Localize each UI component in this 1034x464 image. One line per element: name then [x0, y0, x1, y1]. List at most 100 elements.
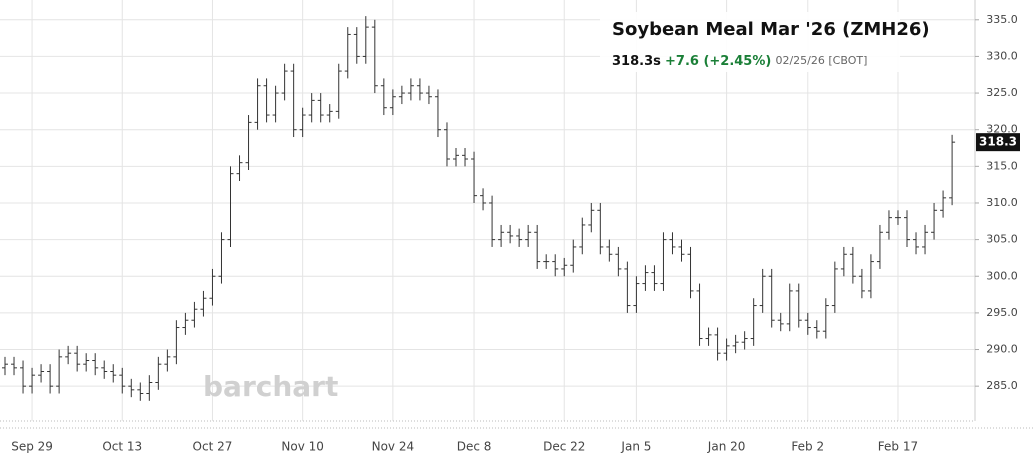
ohlc-bar [137, 382, 144, 401]
x-tick-label: Nov 10 [281, 440, 324, 454]
ohlc-bar [281, 63, 288, 101]
ohlc-bar [651, 265, 658, 291]
y-tick-label: 315.0 [986, 159, 1018, 172]
ohlc-bar [11, 356, 18, 376]
ohlc-bar [471, 151, 478, 203]
ohlc-bar [182, 312, 189, 335]
ohlc-bar [525, 224, 532, 247]
ohlc-bar [570, 239, 577, 273]
ohlc-bar [299, 107, 306, 138]
ohlc-bar [462, 148, 469, 167]
ohlc-bar [642, 265, 649, 291]
ohlc-bar [83, 353, 90, 372]
quote-line: 318.3s +7.6 (+2.45%) 02/25/26 [CBOT] [612, 54, 867, 69]
ohlc-bar [687, 246, 694, 299]
ohlc-bar [489, 195, 496, 247]
ohlc-bar [29, 367, 36, 394]
ohlc-bar [597, 202, 604, 255]
ohlc-bar [272, 85, 279, 123]
ohlc-bar [615, 246, 622, 277]
ohlc-bar [822, 298, 829, 339]
ohlc-bar [885, 210, 892, 240]
y-tick-label: 300.0 [986, 269, 1018, 282]
ohlc-bar [579, 217, 586, 255]
ohlc-bar [804, 312, 811, 335]
ohlc-bar [714, 327, 721, 361]
ohlc-bar [795, 283, 802, 328]
x-tick-label: Sep 29 [11, 440, 53, 454]
ohlc-bar [56, 349, 63, 394]
ohlc-bar [624, 261, 631, 313]
ohlc-bar [326, 104, 333, 123]
y-tick-label: 295.0 [986, 306, 1018, 319]
ohlc-bar [200, 290, 207, 317]
ohlc-bar [317, 93, 324, 123]
y-tick-label: 290.0 [986, 343, 1018, 356]
ohlc-bar [218, 232, 225, 284]
ohlc-bar [678, 239, 685, 262]
ohlc-bar [813, 320, 820, 339]
ohlc-bar [47, 364, 54, 394]
ohlc-bar [507, 224, 514, 244]
ohlc-bar [786, 283, 793, 332]
y-tick-label: 305.0 [986, 233, 1018, 246]
ohlc-bar [38, 364, 45, 383]
ohlc-bar [543, 254, 550, 269]
ohlc-bar [660, 232, 667, 291]
ohlc-bar [290, 63, 297, 138]
ohlc-bar [696, 283, 703, 346]
last-price-label: 318.3 [979, 135, 1017, 149]
ohlc-bar [371, 19, 378, 94]
ohlc-bar [750, 298, 757, 346]
y-tick-label: 335.0 [986, 13, 1018, 26]
ohlc-bar [398, 85, 405, 105]
y-tick-label: 330.0 [986, 49, 1018, 62]
ohlc-bar [245, 115, 252, 170]
x-tick-label: Dec 8 [457, 440, 492, 454]
y-tick-label: 325.0 [986, 86, 1018, 99]
ohlc-bar [128, 378, 135, 398]
ohlc-bar [308, 93, 315, 123]
ohlc-bar [2, 356, 8, 376]
ohlc-bar [768, 268, 775, 328]
ohlc-bar [894, 210, 901, 225]
ohlc-bar [110, 364, 117, 383]
last-price: 318.3s [612, 54, 661, 69]
ohlc-bar [425, 85, 432, 105]
ohlc-bar [913, 232, 920, 255]
ohlc-bar [173, 320, 180, 365]
ohlc-bar [191, 301, 198, 328]
ohlc-bar [705, 327, 712, 346]
ohlc-bar [119, 367, 126, 394]
x-tick-label: Feb 17 [878, 440, 918, 454]
ohlc-bar [849, 246, 856, 284]
x-tick-label: Feb 2 [791, 440, 824, 454]
x-tick-label: Jan 20 [707, 440, 746, 454]
bars [2, 16, 956, 401]
ohlc-bar [732, 334, 739, 354]
ohlc-bar [65, 345, 72, 365]
ohlc-bar [155, 356, 162, 390]
ohlc-bar [209, 268, 216, 306]
last-price-badge [976, 133, 1020, 152]
watermark: barchart [203, 370, 338, 403]
ohlc-bar [633, 276, 640, 313]
x-tick-label: Nov 24 [372, 440, 415, 454]
ohlc-bar [741, 331, 748, 350]
ohlc-bar [236, 155, 243, 181]
y-tick-label: 310.0 [986, 196, 1018, 209]
x-tick-label: Dec 22 [543, 440, 585, 454]
header-panel [600, 12, 900, 72]
ohlc-bar [831, 261, 838, 313]
ohlc-bar [858, 268, 865, 299]
ohlc-bar [940, 190, 947, 218]
ohlc-bar [867, 254, 874, 299]
ohlc-bar [362, 16, 369, 64]
ohlc-bar [552, 254, 559, 277]
ohlc-bar [443, 122, 450, 167]
ohlc-bar [931, 202, 938, 240]
ohlc-bar [922, 224, 929, 255]
ohlc-bar [263, 78, 270, 123]
